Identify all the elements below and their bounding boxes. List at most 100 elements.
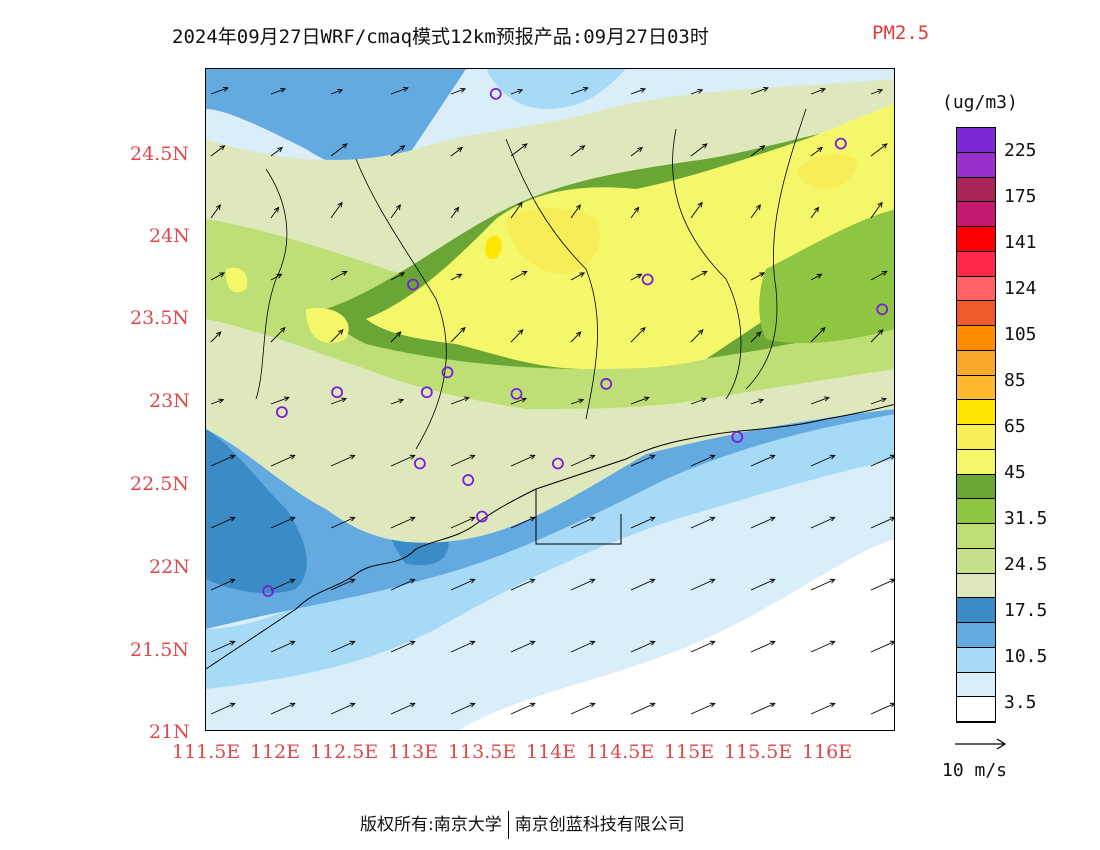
wind-arrow-head (337, 329, 344, 335)
wind-arrow-head (349, 702, 356, 708)
wind-arrow-head (229, 578, 236, 584)
wind-arrow (570, 516, 595, 529)
wind-arrow-head (349, 578, 356, 584)
wind-arrow (270, 147, 283, 157)
wind-arrow-head (829, 516, 836, 522)
wind-arrow-head (399, 145, 406, 151)
x-tick-label-114-5e: 114.5E (586, 741, 655, 763)
wind-arrow-head (463, 396, 470, 402)
y-tick-label-23n: 23N (149, 390, 190, 412)
legend-color-cell (957, 326, 995, 351)
y-tick-label-24-5n: 24.5N (130, 143, 189, 165)
wind-arrow (390, 702, 415, 715)
wind-arrow-head (229, 702, 236, 708)
legend-color-cell (957, 152, 995, 178)
wind-arrow (450, 327, 466, 343)
station-marker[interactable] (276, 406, 288, 419)
station-marker[interactable] (420, 386, 433, 399)
station-marker[interactable] (510, 387, 523, 400)
x-tick-label-112-5e: 112.5E (310, 741, 379, 763)
wind-arrow-head (589, 578, 596, 584)
station-marker[interactable] (834, 137, 847, 150)
wind-arrow-head (229, 454, 236, 460)
wind-arrow (330, 454, 355, 467)
station-marker[interactable] (413, 457, 426, 470)
wind-arrow-head (575, 331, 582, 337)
wind-arrow-head (341, 270, 348, 276)
wind-arrow-head (649, 454, 656, 460)
wind-arrow-head (762, 86, 769, 92)
station-marker[interactable] (600, 378, 613, 390)
wind-arrow (630, 516, 655, 529)
field-top-light-blue (486, 69, 626, 109)
wind-arrow-head (341, 143, 348, 149)
legend-label: 31.5 (1004, 508, 1048, 529)
wind-arrow (450, 578, 475, 591)
wind-arrow (690, 89, 703, 95)
legend-color-cell (957, 400, 995, 425)
station-marker[interactable] (476, 510, 488, 523)
wind-arrow (330, 516, 355, 529)
wind-arrow-head (769, 578, 776, 584)
station-marker[interactable] (462, 474, 475, 486)
wind-arrow (810, 327, 826, 343)
legend-label: 105 (1004, 324, 1037, 345)
wind-arrow (330, 202, 343, 219)
wind-arrow (210, 331, 222, 343)
wind-arrow-head (633, 206, 640, 213)
wind-arrow (390, 204, 401, 219)
wind-arrow-head (589, 516, 596, 522)
wind-arrow (210, 87, 229, 95)
map-panel[interactable] (205, 68, 895, 731)
wind-arrow-head (529, 516, 536, 522)
y-tick-label-22n: 22N (149, 556, 190, 578)
wind-arrow-head (456, 273, 463, 279)
monitoring-stations (262, 87, 889, 598)
station-marker[interactable] (731, 431, 744, 443)
wind-arrow (210, 399, 224, 405)
station-marker[interactable] (641, 273, 654, 286)
wind-arrow-head (769, 516, 776, 522)
wind-arrow-head (589, 454, 596, 460)
station-marker[interactable] (441, 366, 454, 379)
wind-arrow (870, 579, 894, 591)
wind-arrow-head (889, 454, 894, 460)
station-marker[interactable] (331, 386, 344, 399)
wind-arrow-head (877, 88, 884, 94)
field-band-light-blue (206, 409, 894, 689)
station-marker[interactable] (407, 278, 419, 291)
wind-arrow (810, 516, 835, 529)
wind-arrow-head (349, 454, 356, 460)
wind-arrow (810, 147, 823, 157)
station-marker[interactable] (262, 585, 274, 598)
station-marker[interactable] (489, 87, 502, 100)
wind-arrow (570, 454, 595, 467)
wind-arrow-head (579, 272, 586, 278)
wind-arrow (570, 87, 589, 95)
wind-arrow (810, 640, 835, 653)
wind-arrow (270, 207, 279, 219)
wind-arrow (450, 454, 475, 467)
wind-arrow-head (409, 578, 416, 584)
wind-arrow-head (889, 640, 894, 646)
wind-arrow-head (469, 454, 476, 460)
wind-arrow (870, 641, 894, 653)
field-patch-green-east (759, 209, 894, 344)
wind-arrow (210, 640, 235, 653)
x-tick-label-115e: 115E (664, 741, 715, 763)
wind-arrow-head (229, 516, 236, 522)
legend-label: 225 (1004, 140, 1037, 161)
wind-arrow (270, 578, 295, 591)
wind-arrow-head (637, 146, 643, 153)
wind-arrow (330, 143, 348, 157)
station-marker[interactable] (551, 457, 564, 470)
wind-arrow-head (529, 702, 536, 708)
wind-arrow-head (813, 206, 820, 213)
wind-arrow-head (521, 143, 528, 149)
wind-arrow-head (283, 396, 290, 402)
station-marker[interactable] (876, 303, 889, 316)
x-tick-label-116e: 116E (802, 741, 853, 763)
wind-arrow-head (817, 146, 823, 153)
wind-arrow-head (341, 397, 348, 403)
wind-arrow-head (709, 578, 716, 584)
